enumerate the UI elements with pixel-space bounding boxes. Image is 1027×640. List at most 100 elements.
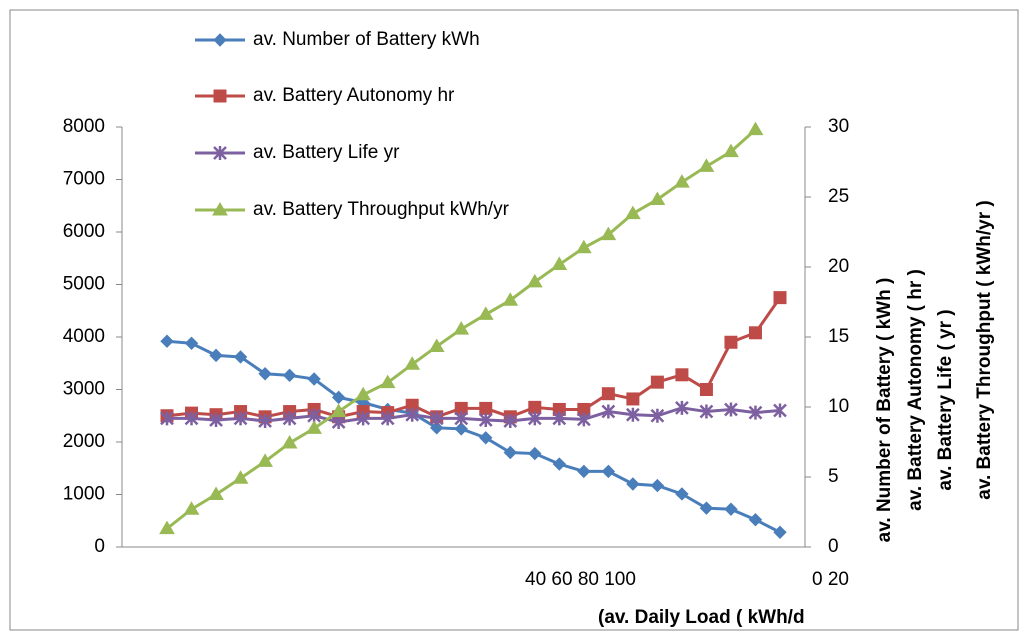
marker	[183, 501, 200, 515]
marker	[281, 435, 298, 449]
marker	[356, 411, 371, 426]
marker	[306, 420, 322, 434]
marker	[748, 326, 762, 340]
marker	[626, 477, 640, 491]
marker	[380, 411, 395, 426]
y2-tick-label: 10	[828, 396, 849, 417]
marker	[502, 292, 519, 306]
marker	[479, 431, 493, 445]
legend-label: av. Battery Life yr	[253, 142, 400, 163]
marker	[699, 404, 714, 419]
marker	[257, 453, 273, 467]
marker	[404, 356, 421, 370]
marker	[551, 256, 568, 271]
y-tick-label: 0	[94, 536, 105, 557]
marker	[330, 403, 347, 418]
marker	[379, 374, 396, 389]
marker	[478, 412, 493, 427]
marker	[601, 404, 616, 419]
marker	[282, 411, 297, 426]
marker	[699, 383, 713, 396]
legend-marker	[213, 33, 227, 47]
y-tick-label: 7000	[63, 169, 105, 190]
y-tick-label: 8000	[63, 116, 105, 137]
legend-marker	[213, 89, 227, 103]
marker	[575, 239, 592, 254]
y2-axis-label: av. Battery Life ( yr )	[935, 309, 956, 490]
y2-tick-label: 15	[828, 326, 849, 347]
marker	[428, 338, 445, 352]
marker	[503, 445, 517, 460]
frame	[9, 9, 1019, 631]
marker	[233, 350, 248, 364]
y2-tick-label: 20	[828, 256, 849, 277]
y2-axis-label: av. Battery Autonomy ( hr )	[905, 269, 926, 511]
marker	[773, 525, 787, 540]
marker	[355, 386, 372, 401]
legend-label: av. Number of Battery kWh	[253, 29, 480, 50]
marker	[209, 348, 223, 363]
marker	[650, 478, 665, 493]
marker	[258, 414, 272, 428]
marker	[282, 368, 297, 383]
x-annotation: 40 60 80 100	[525, 569, 636, 590]
y2-tick-label: 5	[828, 466, 839, 487]
y-tick-label: 2000	[63, 431, 105, 452]
y2-tick-label: 25	[828, 186, 849, 207]
marker	[674, 174, 690, 188]
marker	[209, 412, 223, 427]
marker	[601, 464, 616, 479]
legend-label: av. Battery Autonomy hr	[253, 85, 455, 106]
marker	[699, 501, 714, 515]
marker	[552, 411, 567, 426]
marker	[159, 520, 175, 535]
marker	[160, 411, 174, 426]
marker	[477, 306, 494, 320]
marker	[331, 415, 346, 430]
legend-marker	[212, 202, 228, 216]
y2-tick-label: 0	[828, 536, 839, 557]
y-tick-label: 3000	[63, 379, 105, 400]
marker	[675, 400, 689, 415]
marker	[453, 321, 470, 335]
marker	[601, 387, 615, 401]
marker	[626, 392, 640, 406]
marker	[724, 502, 738, 516]
marker	[773, 291, 787, 305]
y2-axis-label: av. Battery Throughput ( kWh/yr )	[974, 200, 995, 499]
y2-tick-label: 30	[828, 116, 849, 137]
marker	[723, 143, 739, 158]
y-tick-label: 6000	[63, 221, 105, 242]
marker	[331, 390, 346, 405]
x-axis-label: (av. Daily Load ( kWh/d	[598, 607, 805, 628]
marker	[650, 375, 664, 389]
y-tick-label: 5000	[63, 274, 105, 295]
marker	[503, 414, 518, 428]
marker	[184, 336, 199, 351]
y-tick-label: 1000	[63, 484, 105, 505]
series-line	[167, 406, 781, 424]
marker	[405, 407, 420, 422]
marker	[577, 464, 591, 479]
marker	[430, 421, 444, 435]
marker	[747, 121, 764, 136]
marker	[748, 405, 763, 420]
marker	[479, 401, 493, 415]
marker	[724, 402, 738, 417]
marker	[625, 205, 641, 220]
marker	[600, 226, 617, 241]
marker	[429, 411, 444, 426]
marker	[307, 372, 321, 386]
marker	[724, 335, 738, 349]
marker	[649, 191, 666, 205]
marker	[160, 334, 174, 348]
marker	[552, 457, 567, 471]
marker	[675, 368, 689, 382]
x-annotation: 0 20	[812, 569, 849, 590]
marker	[675, 487, 689, 501]
marker	[625, 407, 640, 422]
marker	[650, 408, 665, 423]
y2-axis-label: av. Number of Battery ( kWh )	[874, 278, 895, 543]
y-tick-label: 4000	[63, 326, 105, 347]
